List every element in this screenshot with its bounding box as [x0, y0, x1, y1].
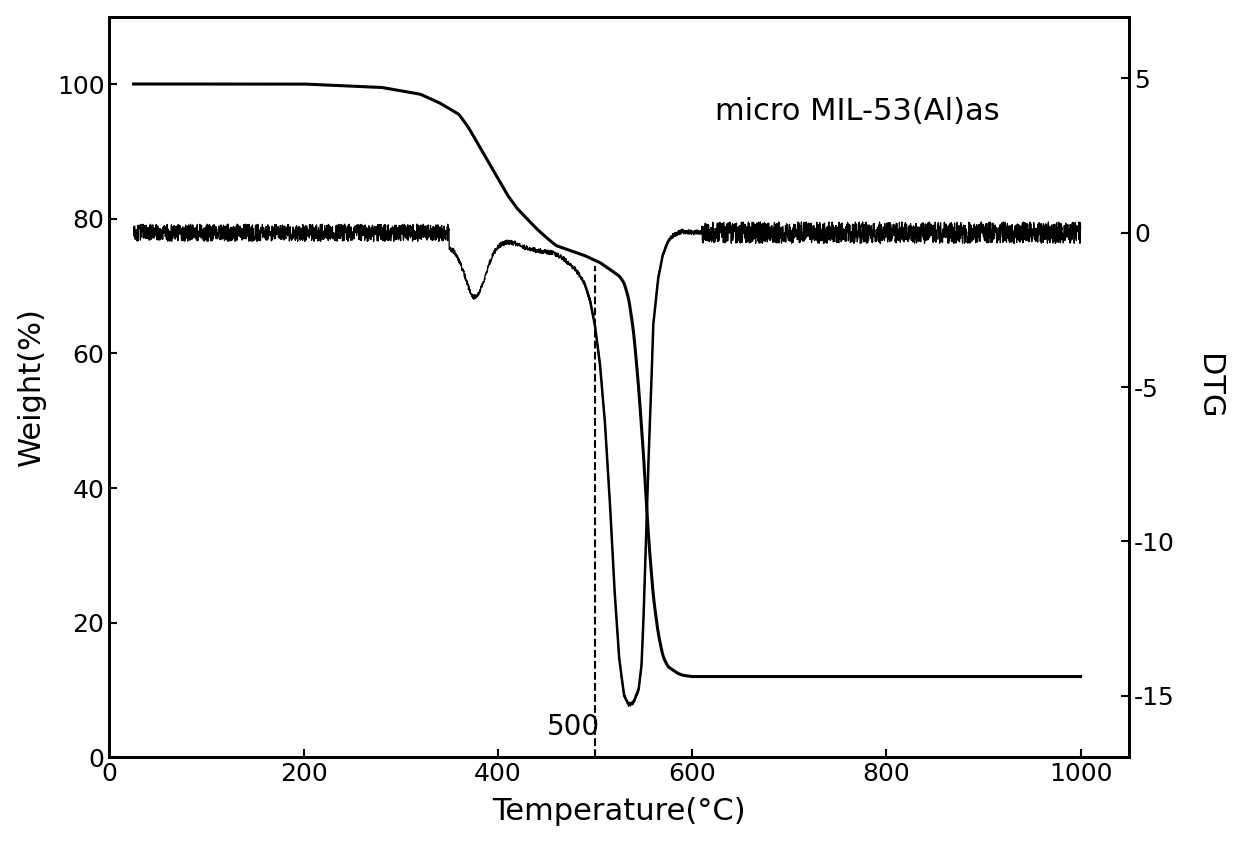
Text: micro MIL-53(Al)as: micro MIL-53(Al)as	[715, 98, 999, 126]
Y-axis label: DTG: DTG	[1194, 354, 1224, 420]
Y-axis label: Weight(%): Weight(%)	[16, 308, 46, 466]
Text: 500: 500	[547, 712, 600, 740]
X-axis label: Temperature(°C): Temperature(°C)	[492, 797, 746, 826]
